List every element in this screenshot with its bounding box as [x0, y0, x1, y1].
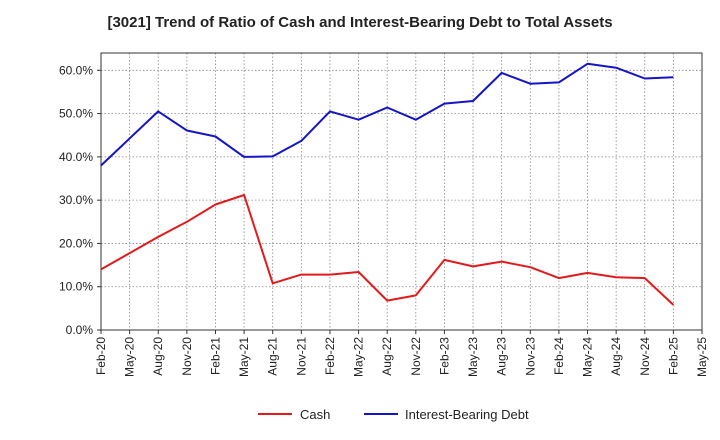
- x-tick-label: May-25: [695, 337, 709, 377]
- x-tick-label: Aug-20: [151, 337, 165, 376]
- x-tick-label: May-23: [466, 337, 480, 377]
- x-tick-label: May-21: [237, 337, 251, 377]
- x-tick-label: Feb-21: [208, 337, 222, 375]
- x-tick-label: Aug-22: [380, 337, 394, 376]
- x-tick-label: Feb-24: [552, 337, 566, 375]
- plot-frame: [100, 52, 703, 331]
- y-tick-label: 50.0%: [59, 107, 93, 121]
- y-tick-label: 40.0%: [59, 150, 93, 164]
- x-axis: Feb-20 May-20 Aug-20 Nov-20 Feb-21 May-21 Aug-…: [94, 330, 709, 377]
- x-tick-label: Nov-20: [180, 337, 194, 376]
- series: [100, 62, 675, 306]
- y-tick-label: 0.0%: [66, 323, 94, 337]
- y-tick-label: 30.0%: [59, 193, 93, 207]
- legend: Cash Interest-Bearing Debt: [258, 407, 529, 422]
- y-tick-label: 10.0%: [59, 280, 93, 294]
- series-line-cash: [100, 194, 675, 306]
- chart-title: [3021] Trend of Ratio of Cash and Intere…: [107, 14, 613, 31]
- series-line-interest-bearing-debt: [100, 62, 674, 167]
- x-tick-label: Feb-22: [323, 337, 337, 375]
- x-tick-label: Aug-23: [495, 337, 509, 376]
- grid: [101, 53, 702, 330]
- y-tick-label: 20.0%: [59, 236, 93, 250]
- x-tick-label: Nov-23: [523, 337, 537, 376]
- y-axis: 0.0% 10.0% 20.0% 30.0% 40.0% 50.0% 60.0%: [59, 63, 101, 337]
- x-tick-label: May-22: [352, 337, 366, 377]
- legend-label-cash: Cash: [300, 407, 330, 422]
- x-tick-label: Nov-22: [409, 337, 423, 376]
- x-tick-label: Aug-24: [609, 337, 623, 376]
- x-tick-label: Feb-23: [437, 337, 451, 375]
- x-tick-label: Feb-20: [94, 337, 108, 375]
- x-tick-label: Feb-25: [666, 337, 680, 375]
- x-tick-label: May-20: [123, 337, 137, 377]
- x-tick-label: Nov-21: [294, 337, 308, 376]
- x-tick-label: May-24: [581, 337, 595, 377]
- x-tick-label: Aug-21: [266, 337, 280, 376]
- y-tick-label: 60.0%: [59, 63, 93, 77]
- x-tick-label: Nov-24: [638, 337, 652, 376]
- legend-label-interest-bearing-debt: Interest-Bearing Debt: [405, 407, 529, 422]
